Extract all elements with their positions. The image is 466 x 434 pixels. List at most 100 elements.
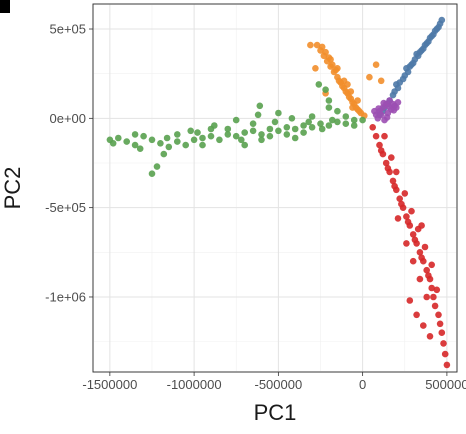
data-point: [408, 61, 415, 68]
data-point: [425, 272, 432, 279]
data-point: [411, 236, 419, 244]
data-point: [438, 16, 446, 24]
data-point: [224, 125, 232, 133]
data-point: [275, 127, 282, 135]
data-point: [211, 122, 218, 129]
data-point: [385, 103, 393, 110]
data-point: [148, 136, 156, 144]
x-tick-label: -500000: [255, 377, 303, 392]
y-tick-label: -5e+05: [45, 200, 86, 215]
data-point: [423, 40, 431, 47]
data-point: [428, 261, 436, 269]
data-point: [393, 81, 400, 88]
data-point: [334, 107, 341, 115]
data-point: [359, 116, 366, 124]
data-point: [342, 120, 350, 127]
data-point: [349, 104, 356, 111]
data-point: [433, 286, 441, 294]
data-point: [403, 240, 410, 247]
data-point: [318, 43, 326, 51]
data-point: [258, 131, 265, 138]
data-point: [393, 168, 400, 176]
data-point: [380, 99, 388, 107]
data-point: [399, 75, 407, 83]
data-point: [163, 134, 171, 142]
data-point: [430, 293, 437, 301]
data-point: [426, 333, 434, 340]
data-point: [325, 122, 333, 129]
data-point: [389, 177, 397, 185]
data-point: [347, 88, 355, 95]
data-point: [440, 340, 447, 347]
y-axis-ticks: -1e+06 -5e+05 0e+00 5e+05: [45, 22, 93, 304]
data-point: [325, 104, 333, 111]
data-point: [327, 56, 334, 63]
data-point: [160, 150, 168, 158]
minor-grid: [93, 4, 457, 372]
data-point: [283, 131, 291, 138]
data-point: [283, 124, 291, 131]
data-point: [187, 127, 194, 135]
data-point: [356, 107, 363, 115]
data-point: [238, 136, 245, 144]
data-point: [377, 147, 385, 154]
data-point: [325, 97, 333, 104]
data-point: [383, 114, 391, 121]
x-axis-title: PC1: [254, 400, 297, 425]
data-point: [313, 41, 321, 49]
y-tick-label: 5e+05: [49, 22, 86, 37]
panel-label-marker: [0, 0, 10, 13]
data-point: [350, 116, 358, 124]
data-point: [375, 105, 382, 112]
data-point: [131, 131, 139, 138]
data-point: [423, 293, 431, 301]
data-point: [436, 320, 444, 328]
data-point: [406, 297, 414, 304]
data-point: [418, 222, 425, 229]
data-point: [136, 145, 144, 152]
data-point: [441, 350, 449, 358]
data-point: [390, 107, 398, 114]
data-point: [291, 134, 299, 142]
data-point: [398, 200, 405, 208]
y-tick-label: 0e+00: [49, 111, 86, 126]
data-point: [344, 81, 351, 88]
data-point: [345, 93, 353, 101]
data-point: [423, 266, 431, 274]
data-point: [334, 118, 341, 126]
x-tick-label: 0: [359, 377, 366, 392]
data-point: [376, 141, 383, 149]
data-point: [207, 132, 215, 140]
data-point: [329, 116, 336, 124]
data-point: [428, 32, 436, 40]
data-point: [258, 136, 265, 144]
data-point: [300, 122, 307, 129]
data-point: [322, 48, 329, 56]
data-point: [140, 132, 147, 140]
data-point: [256, 102, 264, 110]
data-point: [404, 218, 412, 226]
data-point: [271, 118, 279, 126]
data-point: [403, 213, 410, 220]
data-point: [396, 195, 404, 202]
data-point: [420, 322, 427, 329]
data-point: [401, 190, 409, 197]
data-point: [315, 81, 323, 88]
data-point: [307, 41, 314, 49]
data-point: [322, 86, 329, 93]
data-point: [275, 109, 282, 117]
data-point: [131, 141, 139, 149]
data-point: [438, 329, 446, 337]
data-point: [372, 132, 380, 140]
data-point: [366, 73, 373, 81]
x-axis-ticks: -1500000 -1000000 -500000 0 500000: [82, 372, 466, 392]
x-tick-label: -1500000: [82, 377, 137, 392]
data-point: [199, 141, 206, 149]
data-point: [288, 115, 296, 122]
data-point: [291, 125, 299, 133]
data-point: [435, 311, 442, 319]
data-point: [157, 140, 164, 147]
data-point: [308, 124, 316, 131]
data-point: [391, 182, 398, 190]
data-point: [388, 154, 395, 161]
